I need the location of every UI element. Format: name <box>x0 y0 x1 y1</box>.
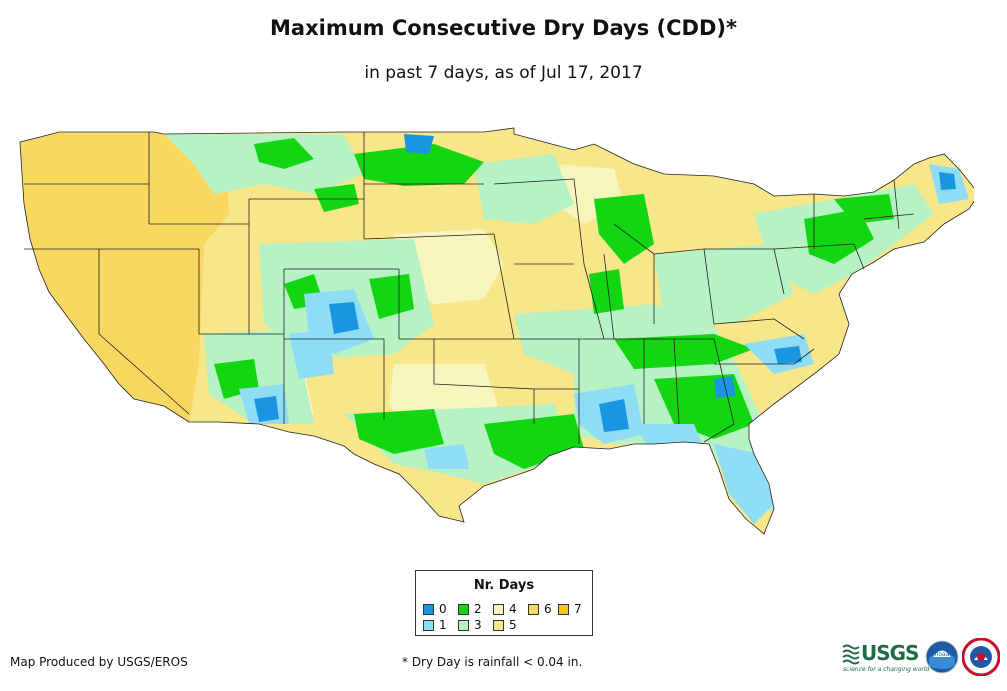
dry-day-footnote: * Dry Day is rainfall < 0.04 in. <box>402 655 583 669</box>
region-wisconsin-2day <box>594 194 654 264</box>
region-north-2day-b <box>354 144 484 186</box>
usgs-tagline: science for a changing world <box>843 666 930 673</box>
noaa-logo-text: noaa <box>935 651 950 658</box>
legend-item-5: 5 <box>493 618 517 632</box>
region-nm-1day <box>289 329 334 379</box>
region-gulfcoast-1day <box>634 424 704 449</box>
legend-swatch-5 <box>493 619 504 631</box>
legend-swatch-7 <box>558 603 569 615</box>
legend: Nr. Days 0 1 2 3 4 5 6 7 <box>415 570 593 636</box>
legend-swatch-3 <box>458 619 469 631</box>
region-carolina-0day <box>404 134 434 154</box>
region-montana-2day <box>314 184 359 212</box>
legend-swatch-4 <box>493 603 504 615</box>
region-colorado-2day <box>369 274 414 319</box>
usgs-wave-icon <box>842 644 860 665</box>
us-dry-days-map <box>19 127 974 535</box>
region-northern-3day <box>164 134 364 194</box>
legend-item-7: 7 <box>558 602 582 616</box>
region-arizona-0day <box>254 396 279 422</box>
region-maine-0day <box>939 172 956 190</box>
legend-label-4: 4 <box>509 602 517 616</box>
legend-label-1: 1 <box>439 618 447 632</box>
legend-item-4: 4 <box>493 602 517 616</box>
legend-item-1: 1 <box>423 618 447 632</box>
legend-item-0: 0 <box>423 602 447 616</box>
legend-title: Nr. Days <box>473 578 535 593</box>
region-colorado-0day <box>329 302 359 334</box>
region-southwest-3day <box>204 329 314 424</box>
map-subtitle: in past 7 days, as of Jul 17, 2017 <box>364 63 643 83</box>
region-ny-2day <box>834 194 894 224</box>
nws-logo <box>962 638 1000 676</box>
region-florida-1day <box>714 444 774 524</box>
legend-item-2: 2 <box>458 602 482 616</box>
region-nc-0day <box>774 346 802 364</box>
noaa-logo: noaa <box>925 640 959 674</box>
region-sd-3day <box>474 154 574 224</box>
region-texas-1day <box>424 444 469 469</box>
legend-item-3: 3 <box>458 618 482 632</box>
legend-item-6: 6 <box>528 602 552 616</box>
region-ohio-3day <box>654 244 794 324</box>
legend-swatch-1 <box>423 619 434 631</box>
legend-swatch-2 <box>458 603 469 615</box>
legend-swatch-0 <box>423 603 434 615</box>
region-north-2day <box>254 138 314 169</box>
map-title: Maximum Consecutive Dry Days (CDD)* <box>270 16 737 40</box>
legend-label-0: 0 <box>439 602 447 616</box>
legend-label-3: 3 <box>474 618 482 632</box>
legend-swatch-6 <box>528 603 539 615</box>
legend-label-2: 2 <box>474 602 482 616</box>
region-missouri-2day <box>589 269 624 314</box>
legend-label-6: 6 <box>544 602 552 616</box>
region-texas-2day <box>354 409 444 454</box>
usgs-logo: USGS science for a changing world <box>842 640 929 676</box>
usgs-logo-text: USGS <box>861 641 919 665</box>
state-boundaries <box>19 127 974 535</box>
legend-label-7: 7 <box>574 602 582 616</box>
map-credit: Map Produced by USGS/EROS <box>10 655 188 669</box>
region-louisiana-0day <box>599 399 629 432</box>
legend-label-5: 5 <box>509 618 517 632</box>
